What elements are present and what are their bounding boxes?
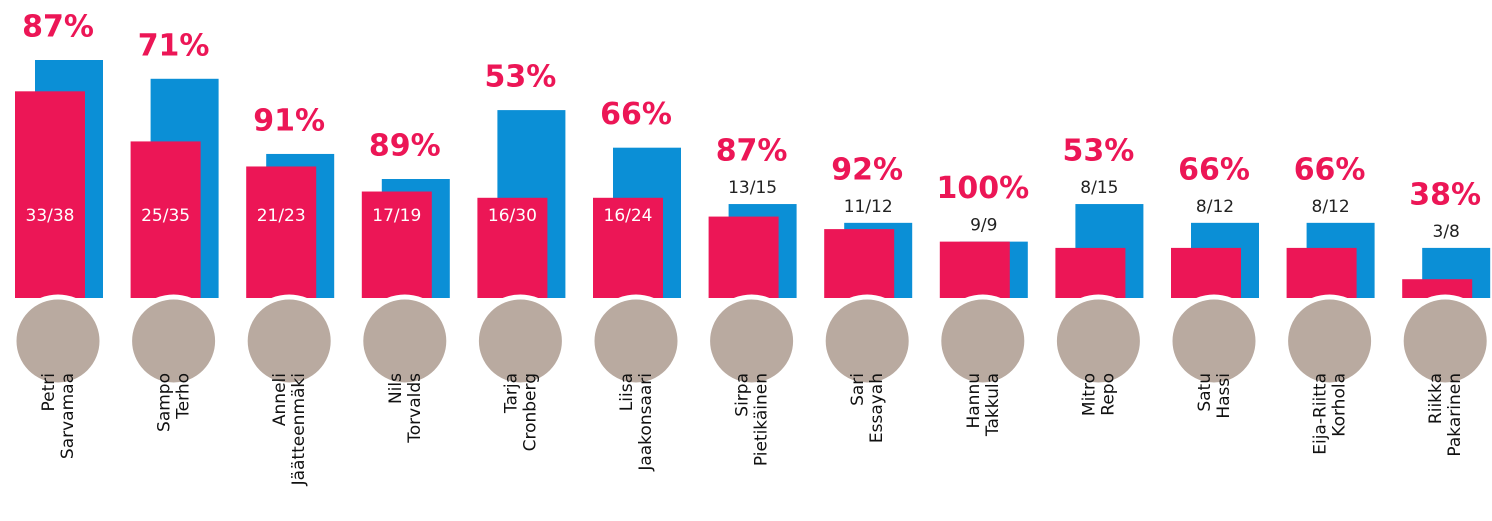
name-line: Mitro	[1079, 373, 1099, 416]
name-line: Petri	[39, 373, 59, 411]
percent-label: 71%	[138, 28, 210, 63]
attended-bar	[940, 242, 1010, 298]
name-line: Sari	[848, 373, 868, 406]
name-line: Tarja	[501, 373, 521, 414]
photo	[14, 297, 102, 385]
name-line: Eija-Riitta	[1311, 373, 1331, 455]
person-name: PetriSarvamaa	[39, 373, 78, 459]
percent-label: 53%	[484, 60, 556, 95]
name-line: Hassi	[1214, 373, 1234, 419]
chart: 33/38 87% PetriSarvamaa 25/35 71% SampoTerho 2…	[0, 0, 1492, 521]
attended-bar	[15, 91, 85, 298]
name-line: Terho	[174, 373, 194, 420]
fraction-label: 25/35	[141, 206, 190, 226]
percent-label: 66%	[1294, 152, 1366, 187]
fraction-label: 17/19	[372, 206, 421, 226]
person-name: SariEssayah	[848, 373, 887, 443]
photo	[939, 297, 1027, 385]
fraction-label: 13/15	[728, 178, 777, 198]
percent-label: 53%	[1062, 134, 1134, 169]
name-line: Liisa	[617, 373, 637, 411]
attended-bar	[1055, 248, 1125, 298]
photo	[708, 297, 796, 385]
name-line: Jaakonsaari	[636, 373, 656, 472]
person-name: Eija-RiittaKorhola	[1311, 373, 1350, 455]
name-line: Satu	[1195, 373, 1215, 412]
fraction-label: 33/38	[26, 206, 75, 226]
fraction-label: 16/24	[604, 206, 653, 226]
photo	[130, 297, 218, 385]
photo	[1170, 297, 1258, 385]
name-line: Hannu	[964, 373, 984, 429]
name-line: Sarvamaa	[58, 373, 78, 459]
attended-bar	[246, 166, 316, 298]
percent-label: 66%	[600, 97, 672, 132]
name-line: Riikka	[1426, 373, 1446, 424]
name-line: Torvalds	[405, 373, 425, 444]
person-name: NilsTorvalds	[386, 373, 425, 444]
fraction-label: 3/8	[1433, 222, 1460, 242]
photo	[1401, 297, 1489, 385]
name-line: Nils	[386, 373, 406, 404]
photo	[476, 297, 564, 385]
person-name: SirpaPietikäinen	[733, 373, 772, 466]
name-line: Repo	[1098, 373, 1118, 416]
name-line: Korhola	[1330, 373, 1350, 437]
photo	[592, 297, 680, 385]
name-line: Essayah	[867, 373, 887, 443]
attended-bar	[709, 217, 779, 298]
attended-bar	[1287, 248, 1357, 298]
name-line: Sampo	[155, 373, 175, 432]
percent-label: 87%	[22, 10, 94, 45]
percent-label: 66%	[1178, 152, 1250, 187]
attended-bar	[824, 229, 894, 298]
fraction-label: 8/12	[1312, 197, 1350, 217]
person-name: TarjaCronberg	[501, 373, 540, 451]
name-line: Cronberg	[520, 373, 540, 451]
person-name: MitroRepo	[1079, 373, 1118, 416]
name-line: Pietikäinen	[752, 373, 772, 466]
fraction-label: 8/12	[1196, 197, 1234, 217]
attended-bar	[1171, 248, 1241, 298]
attended-bar	[1402, 279, 1472, 298]
percent-label: 92%	[831, 152, 903, 187]
fraction-label: 16/30	[488, 206, 537, 226]
photo	[1286, 297, 1374, 385]
person-name: HannuTakkula	[964, 373, 1003, 437]
person-name: LiisaJaakonsaari	[617, 373, 656, 472]
percent-label: 91%	[253, 103, 325, 138]
photo	[361, 297, 449, 385]
name-line: Jäätteenmäki	[289, 373, 309, 486]
name-line: Sirpa	[733, 373, 753, 417]
fraction-label: 9/9	[970, 216, 997, 236]
percent-label: 87%	[716, 134, 788, 169]
person-name: RiikkaPakarinen	[1426, 373, 1465, 457]
name-line: Anneli	[270, 373, 290, 426]
fraction-label: 8/15	[1080, 178, 1118, 198]
fraction-label: 11/12	[844, 197, 893, 217]
percent-label: 100%	[936, 171, 1029, 206]
photo	[1054, 297, 1142, 385]
person-name: SatuHassi	[1195, 373, 1234, 419]
photo	[823, 297, 911, 385]
percent-label: 38%	[1409, 177, 1481, 212]
fraction-label: 21/23	[257, 206, 306, 226]
percent-label: 89%	[369, 129, 441, 164]
person-name: SampoTerho	[155, 373, 194, 432]
name-line: Pakarinen	[1445, 373, 1465, 457]
name-line: Takkula	[983, 373, 1003, 437]
person-name: AnneliJäätteenmäki	[270, 373, 309, 486]
photo	[245, 297, 333, 385]
